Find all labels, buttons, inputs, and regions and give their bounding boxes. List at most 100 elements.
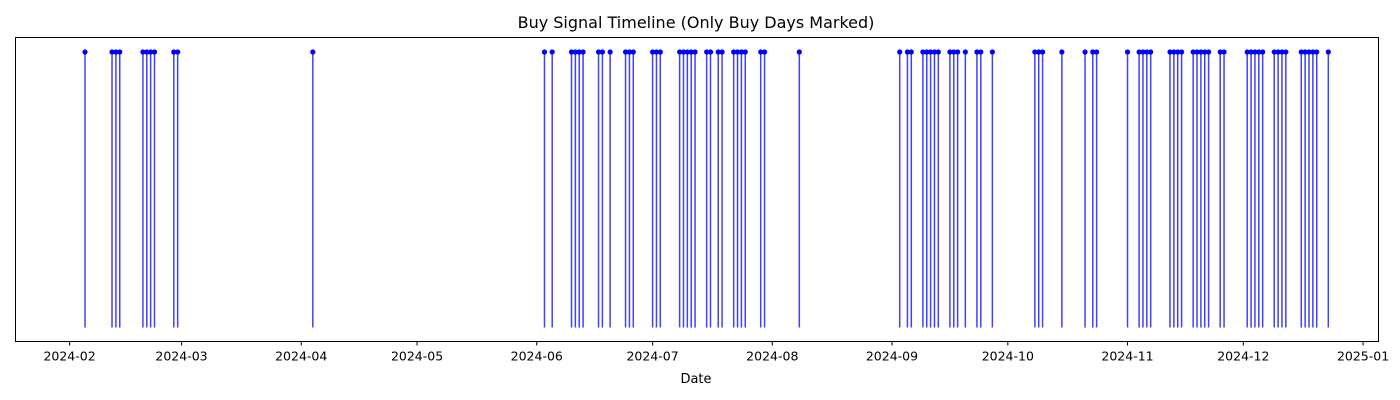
buy-signal-marker [692,49,698,55]
buy-signal-marker [117,49,123,55]
x-tick-label: 2024-03 [155,349,207,364]
buy-signal-marker [704,49,710,55]
x-tick-label: 2025-01 [1337,349,1389,364]
buy-signal-marker [1221,49,1227,55]
buy-signal-marker [951,49,957,55]
buy-signal-marker [680,49,687,55]
buy-signal-marker [931,49,938,55]
buy-signal-marker [1036,49,1042,55]
x-tick-label: 2024-12 [1217,349,1269,364]
buy-signal-marker [1082,49,1088,55]
buy-signal-marker [1256,49,1262,55]
buy-signal-marker [1206,49,1212,55]
buy-signal-marker [1148,49,1154,55]
buy-signal-marker [626,49,633,55]
buy-signal-marker [653,49,660,55]
buy-signal-marker [1244,49,1250,55]
x-tick-label: 2024-06 [511,349,563,364]
buy-signal-marker [761,49,768,55]
buy-signal-marker [1032,49,1038,55]
buy-signal-marker [1302,49,1308,55]
buy-signal-marker [1190,49,1196,55]
buy-signal-marker [924,49,930,55]
buy-signal-marker [1094,49,1100,55]
x-tick-label: 2024-11 [1101,349,1153,364]
x-tick-label: 2024-02 [43,349,95,364]
x-tick-label: 2024-05 [391,349,443,364]
buy-signal-marker [148,49,154,55]
buy-signal-marker [1325,49,1331,55]
buy-signal-marker [1090,49,1096,55]
buy-signal-marker [151,49,158,55]
buy-signal-marker [649,49,656,55]
buy-signal-marker [1140,49,1146,55]
buy-signal-marker [947,49,953,55]
buy-signal-marker [175,49,181,55]
x-tick-label: 2024-10 [982,349,1034,364]
x-axis: 2024-02 2024-03 2024-04 2024-05 2024-06 2024-… [43,341,1389,364]
buy-signal-marker [1283,49,1289,55]
buy-signal-marker [908,49,914,55]
buy-signal-marker [622,49,629,55]
x-tick-label: 2024-09 [866,349,918,364]
buy-signal-marker [82,49,88,55]
buy-signal-marker [796,49,802,55]
buy-signal-marker [1202,49,1208,55]
buy-signal-marker [568,49,575,55]
buy-signal-marker [109,49,115,55]
buy-signal-marker [1306,49,1312,55]
buy-signal-marker [630,49,636,55]
plot-frame [15,37,1379,342]
x-tick-label: 2024-08 [746,349,798,364]
buy-signal-marker [595,49,602,55]
buy-signal-marker [897,49,903,55]
buy-signal-marker [707,49,714,55]
buy-signal-marker [572,49,578,55]
buy-signal-marker [1059,49,1065,55]
buy-signal-marker [1248,49,1254,55]
buy-signal-marker [1194,49,1200,55]
buy-signal-marker [758,49,764,55]
buy-signal-marker [734,49,741,55]
buy-signal-marker [140,49,146,55]
stem-series [82,49,1331,328]
buy-signal-marker [731,49,737,55]
buy-signal-marker [1260,49,1266,55]
buy-signal-marker [962,49,968,55]
buy-signal-marker [928,49,934,55]
buy-signal-marker [677,49,683,55]
buy-signal-marker [974,49,980,55]
buy-signal-marker [920,49,926,55]
buy-signal-marker [684,49,690,55]
buy-signal-marker [576,49,582,55]
buy-signal-marker [1171,49,1177,55]
buy-signal-marker [1217,49,1223,55]
buy-signal-marker [1136,49,1142,55]
buy-signal-marker [549,49,555,55]
x-tick-label: 2024-07 [626,349,678,364]
buy-signal-marker [1279,49,1285,55]
buy-signal-marker [1167,49,1173,55]
buy-signal-marker [1310,49,1316,55]
buy-signal-marker [1124,49,1131,55]
buy-signal-marker [1039,49,1046,55]
buy-signal-marker [1144,49,1150,55]
buy-signal-marker [904,49,911,55]
buy-signal-marker [657,49,663,55]
buy-signal-marker [113,49,119,55]
buy-signal-marker [541,49,548,55]
buy-signal-marker [742,49,748,55]
buy-signal-marker [144,49,150,55]
chart-title: Buy Signal Timeline (Only Buy Days Marke… [518,13,875,32]
buy-signal-marker [1314,49,1320,55]
buy-signal-marker [607,49,613,55]
buy-signal-marker [955,49,961,55]
buy-signal-marker [310,49,316,55]
buy-signal-marker [599,49,606,55]
buy-signal-marker [1198,49,1204,55]
buy-signal-marker [989,49,995,55]
buy-signal-marker [580,49,586,55]
buy-signal-marker [1252,49,1258,55]
buy-signal-marker [935,49,941,55]
